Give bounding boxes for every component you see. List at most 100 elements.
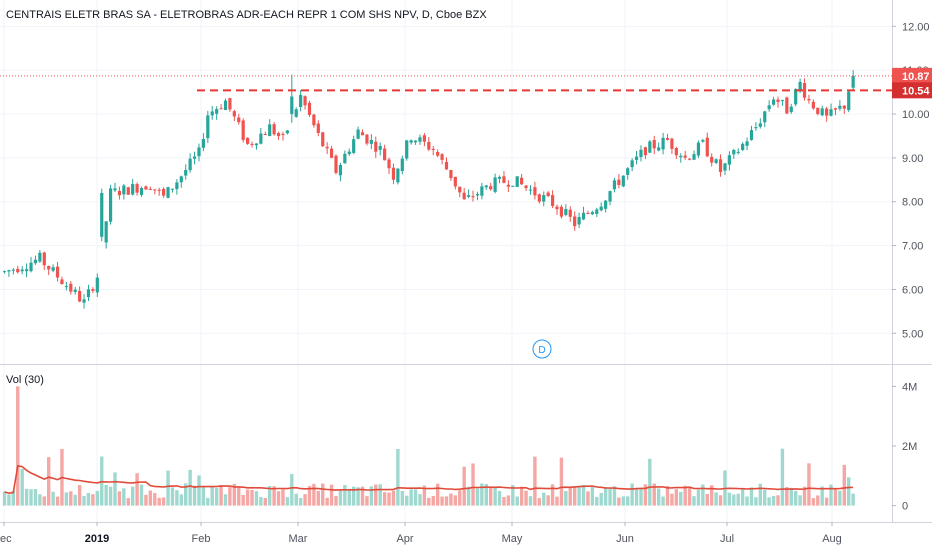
- candle-body: [250, 143, 254, 145]
- volume-bar: [581, 484, 586, 506]
- volume-bar: [188, 469, 192, 506]
- volume-bar: [820, 486, 824, 506]
- candle-body: [802, 83, 807, 98]
- candle-body: [564, 208, 568, 215]
- candle-body: [701, 140, 705, 142]
- volume-bar: [241, 494, 245, 506]
- volume-bar: [462, 466, 466, 506]
- candle-body: [462, 192, 466, 200]
- candle-body: [732, 149, 736, 155]
- volume-bar: [86, 492, 91, 506]
- candle-body: [688, 158, 692, 160]
- candle-body: [820, 108, 824, 116]
- volume-bar: [64, 492, 69, 506]
- candle-body: [69, 283, 73, 292]
- volume-bar: [590, 486, 595, 506]
- candle-body: [396, 168, 400, 183]
- candle-body: [223, 100, 228, 110]
- volume-bar: [435, 483, 440, 506]
- candle-body: [427, 141, 431, 150]
- candle-body: [502, 176, 506, 183]
- price-lines: [0, 75, 892, 92]
- volume-bar: [95, 491, 100, 506]
- candle-body: [661, 137, 665, 150]
- volume-bar: [714, 492, 718, 506]
- candle-body: [360, 132, 365, 136]
- volume-bar: [108, 486, 113, 506]
- candle-body: [153, 189, 157, 191]
- x-tick-label: Jul: [720, 533, 734, 545]
- volume-bar: [564, 490, 568, 506]
- candle-body: [630, 160, 634, 168]
- volume-bar: [192, 485, 197, 506]
- volume-bar: [197, 475, 201, 506]
- volume-bar: [166, 470, 170, 506]
- candle-body: [754, 127, 758, 129]
- volume-bar: [356, 487, 360, 506]
- candle-body: [621, 175, 625, 187]
- price-candles: [2, 70, 855, 309]
- volume-bar: [771, 495, 776, 506]
- candle-body: [679, 155, 683, 158]
- candle-body: [281, 134, 285, 136]
- volume-bar: [701, 484, 705, 506]
- volume-bar: [153, 493, 157, 506]
- candle-body: [851, 75, 855, 88]
- candle-body: [599, 206, 603, 211]
- candle-body: [811, 101, 815, 109]
- volume-bar: [365, 496, 369, 506]
- volume-bar: [506, 495, 511, 506]
- volume-bar: [732, 494, 736, 506]
- volume-bar: [175, 490, 179, 506]
- candle-body: [546, 192, 550, 197]
- candle-body: [356, 129, 360, 139]
- candle-body: [674, 148, 678, 156]
- candle-body: [259, 133, 263, 144]
- candle-body: [369, 139, 373, 144]
- candle-body: [458, 186, 462, 193]
- candle-body: [91, 289, 95, 291]
- volume-bar: [378, 484, 382, 506]
- candle-body: [25, 269, 29, 272]
- volume-bar: [91, 494, 95, 506]
- volume-bar: [47, 457, 51, 506]
- candle-body: [144, 186, 148, 190]
- candle-body: [29, 262, 33, 272]
- volume-bar: [740, 489, 745, 506]
- candle-body: [683, 155, 687, 158]
- volume-bar: [139, 484, 144, 506]
- candle-body: [497, 176, 502, 179]
- candle-body: [126, 187, 130, 195]
- candle-body: [794, 88, 798, 105]
- last-price-badge-bg: [892, 67, 932, 84]
- volume-bar: [303, 494, 307, 506]
- volume-tick-label: 0: [902, 501, 908, 513]
- volume-bar: [144, 494, 148, 506]
- candle-body: [745, 141, 749, 146]
- volume-tick-label: 4M: [902, 381, 917, 393]
- session-marker-circle[interactable]: [532, 339, 552, 359]
- price-tick-label: 8.00: [902, 197, 923, 209]
- candle-body: [670, 138, 674, 149]
- candle-body: [833, 108, 838, 110]
- volume-bar: [652, 483, 656, 506]
- volume-bar: [595, 496, 599, 506]
- volume-bar: [568, 486, 572, 506]
- candle-body: [825, 108, 829, 116]
- volume-bar: [184, 483, 188, 506]
- volume-bar: [546, 495, 550, 506]
- candle-body: [263, 134, 267, 136]
- candle-body: [767, 105, 771, 110]
- candle-body: [237, 117, 241, 123]
- candle-body: [241, 120, 245, 140]
- candle-body: [657, 147, 661, 151]
- volume-bar: [325, 497, 329, 506]
- candle-body: [192, 156, 197, 159]
- volume-bar: [223, 494, 228, 506]
- candle-body: [148, 188, 152, 190]
- volume-bar: [338, 490, 343, 506]
- volume-bar: [427, 497, 431, 506]
- volume-bar: [369, 486, 374, 506]
